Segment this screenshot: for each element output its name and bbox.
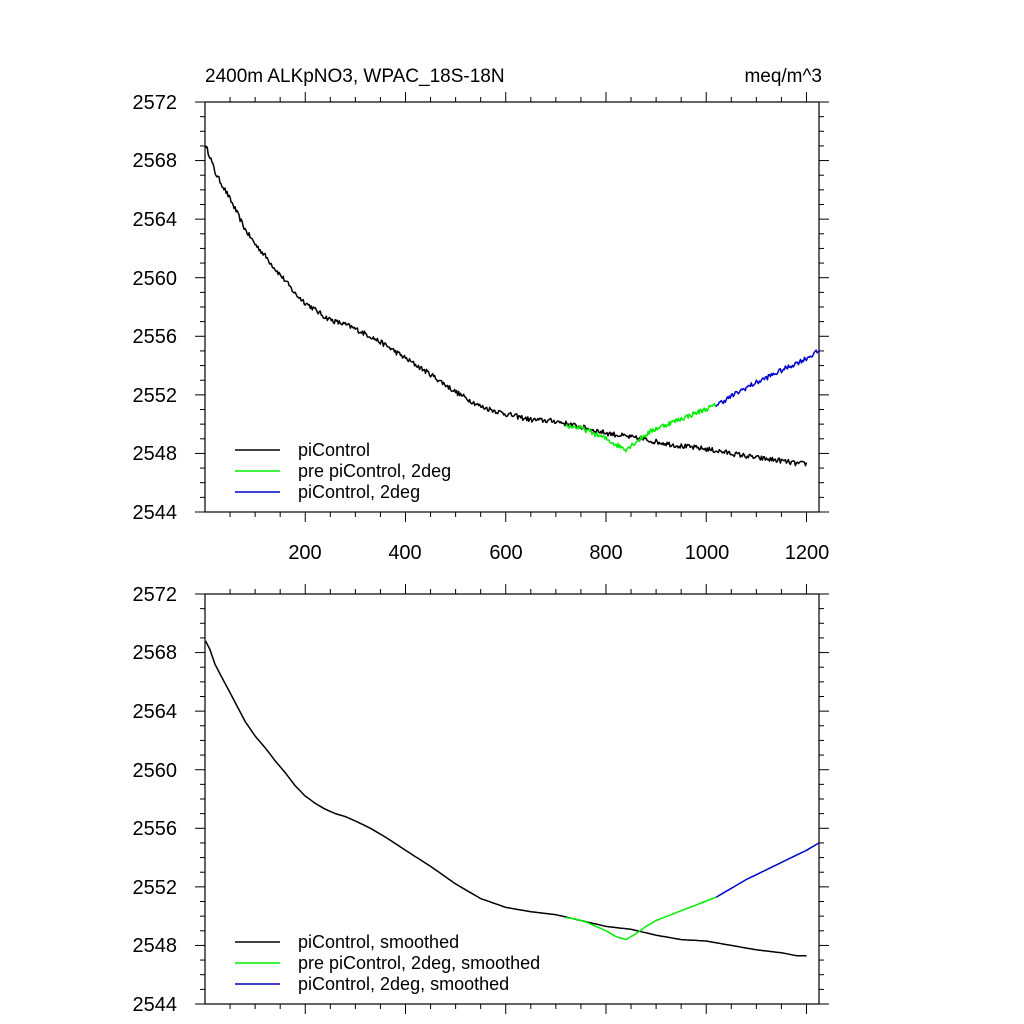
x-tick-label: 400 [388, 542, 421, 564]
series-line-picontrol [204, 145, 808, 467]
x-tick-label: 800 [589, 542, 622, 564]
bottom-axis-ticks [195, 584, 829, 1014]
legend-label: piControl [298, 440, 370, 460]
top-panel: 2400m ALKpNO3, WPAC_18S-18N meq/m^3 2544… [133, 66, 830, 564]
series-line-picontrol-smoothed [204, 640, 807, 957]
y-tick-label: 2572 [133, 92, 178, 114]
series-line-pre-picontrol-2deg-smoothed [565, 896, 717, 941]
y-tick-label: 2572 [133, 584, 178, 606]
x-tick-label: 200 [288, 542, 321, 564]
legend-label: pre piControl, 2deg, smoothed [298, 953, 540, 973]
top-axis-ticks [195, 92, 829, 522]
y-tick-label: 2544 [133, 994, 178, 1016]
y-tick-label: 2564 [133, 209, 178, 231]
chart-title: 2400m ALKpNO3, WPAC_18S-18N [205, 66, 505, 87]
y-tick-label: 2556 [133, 326, 178, 348]
top-legend: piControl pre piControl, 2deg piControl,… [235, 440, 451, 502]
legend-label: piControl, smoothed [298, 932, 459, 952]
series-line-picontrol-2deg-smoothed [715, 842, 820, 898]
bottom-legend: piControl, smoothed pre piControl, 2deg,… [235, 932, 540, 994]
x-tick-label: 1200 [785, 542, 830, 564]
y-tick-label: 2548 [133, 443, 178, 465]
y-tick-label: 2560 [133, 268, 178, 290]
units-label: meq/m^3 [744, 66, 822, 87]
y-tick-label: 2568 [133, 642, 178, 664]
y-tick-label: 2552 [133, 385, 178, 407]
legend-label: piControl, 2deg [298, 482, 420, 502]
bottom-panel: 2544 2548 2552 2556 2560 2564 2568 2572 … [133, 584, 829, 1016]
series-line-picontrol-2deg [715, 349, 820, 407]
y-tick-label: 2544 [133, 502, 178, 524]
y-tick-label: 2552 [133, 877, 178, 899]
legend-label: pre piControl, 2deg [298, 461, 451, 481]
y-tick-label: 2560 [133, 760, 178, 782]
bottom-y-tick-labels: 2544 2548 2552 2556 2560 2564 2568 2572 [133, 584, 178, 1016]
bottom-series [204, 640, 820, 957]
y-tick-label: 2568 [133, 150, 178, 172]
x-tick-label: 600 [489, 542, 522, 564]
y-tick-label: 2556 [133, 818, 178, 840]
y-tick-label: 2564 [133, 701, 178, 723]
legend-label: piControl, 2deg, smoothed [298, 974, 509, 994]
y-tick-label: 2548 [133, 935, 178, 957]
top-x-tick-labels: 200 400 600 800 1000 1200 [288, 542, 829, 564]
x-tick-label: 1000 [685, 542, 730, 564]
top-series [204, 145, 820, 467]
top-y-tick-labels: 2544 2548 2552 2556 2560 2564 2568 2572 [133, 92, 178, 524]
series-line-pre-picontrol-2deg [565, 402, 717, 453]
